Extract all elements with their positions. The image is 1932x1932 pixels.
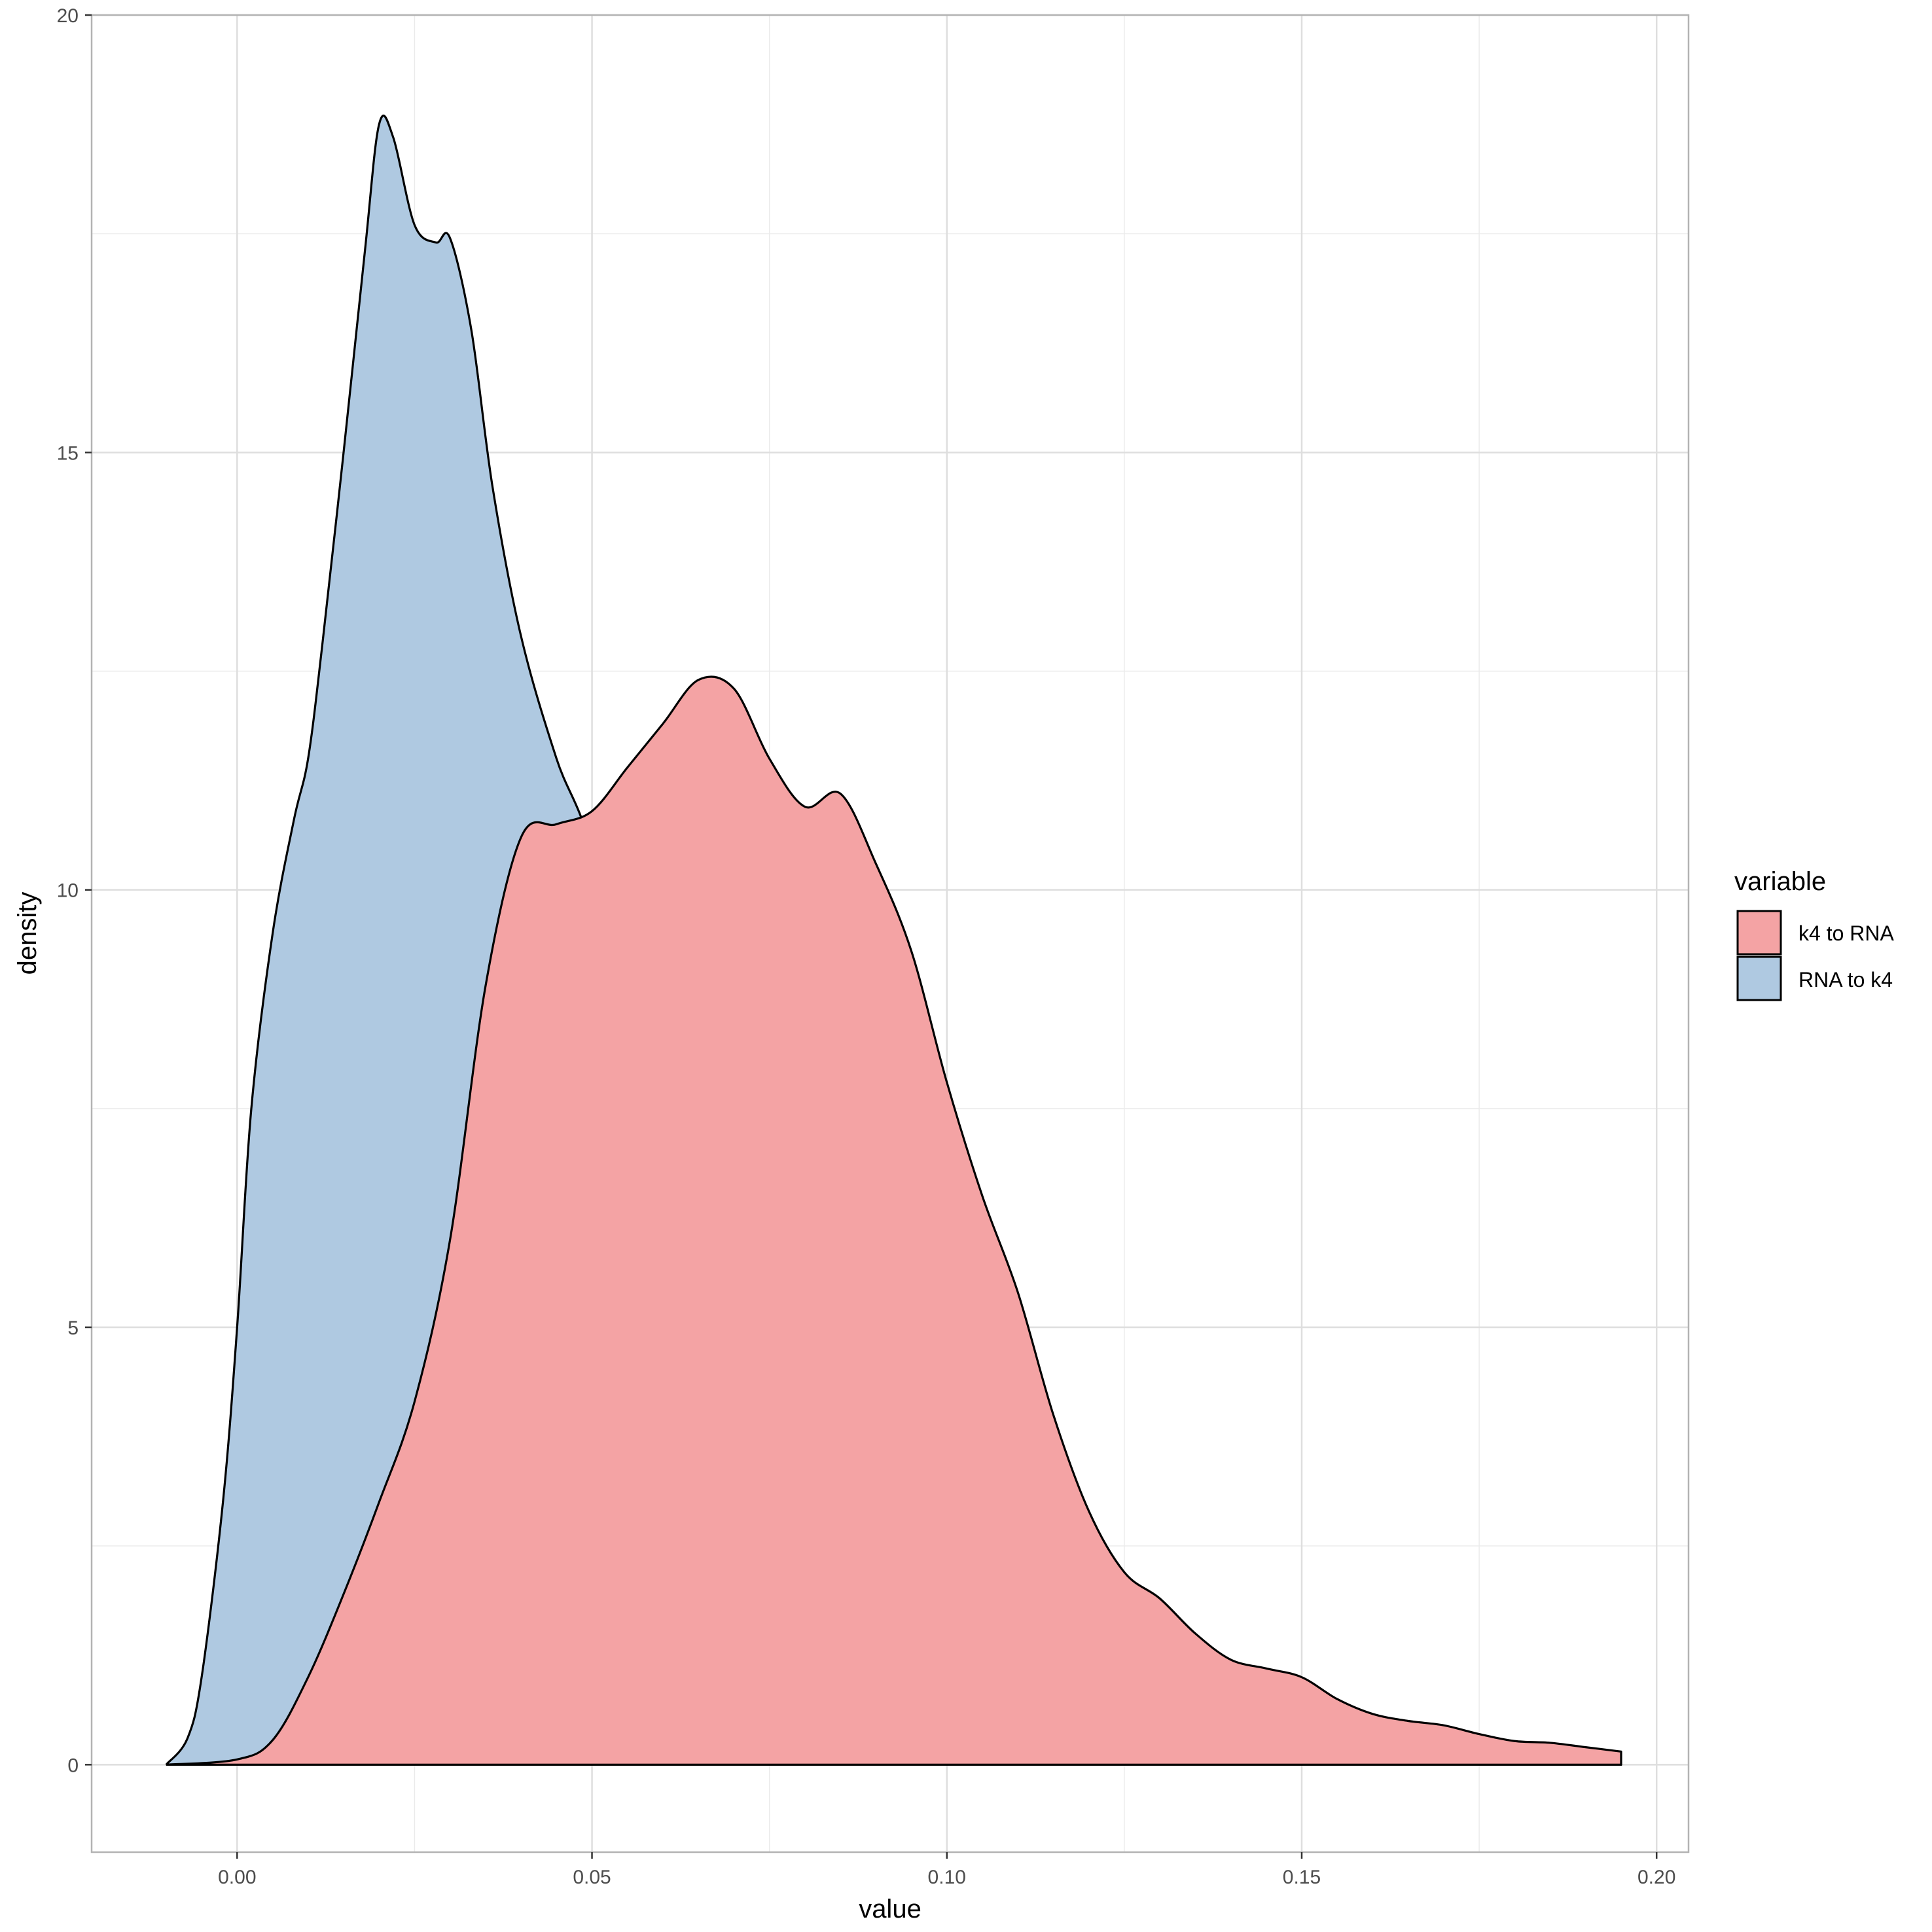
y-axis-title: density (13, 892, 42, 975)
legend-key-rna-to-k4 (1736, 956, 1782, 1001)
legend-title: variable (1734, 867, 1826, 896)
legend: variable k4 to RNA RNA to k4 (1734, 867, 1894, 1001)
legend-label-rna-to-k4: RNA to k4 (1798, 968, 1893, 992)
y-tick-label: 10 (57, 880, 79, 902)
x-tick-label: 0.05 (573, 1867, 611, 1888)
x-tick-label: 0.10 (928, 1867, 966, 1888)
plot-panel-border (90, 14, 1690, 1853)
y-tick-label: 15 (57, 442, 79, 464)
legend-key-k4-to-rna (1736, 910, 1782, 956)
series-layer (165, 115, 1622, 1766)
x-tick-label: 0.15 (1283, 1867, 1321, 1888)
legend-label-k4-to-rna: k4 to RNA (1798, 921, 1894, 945)
y-tick-label: 20 (57, 5, 79, 27)
series-area-k4-to-rna (166, 676, 1621, 1765)
y-tick-label: 0 (67, 1755, 79, 1776)
y-axis-ticks: 0 5 10 15 20 (57, 5, 92, 1776)
x-tick-label: 0.20 (1637, 1867, 1675, 1888)
x-axis-ticks: 0.00 0.05 0.10 0.15 0.20 (218, 1852, 1675, 1888)
x-tick-label: 0.00 (218, 1867, 256, 1888)
y-tick-label: 5 (67, 1317, 79, 1339)
x-axis-title: value (859, 1895, 921, 1923)
series-outline-k4-to-rna (166, 675, 1622, 1766)
